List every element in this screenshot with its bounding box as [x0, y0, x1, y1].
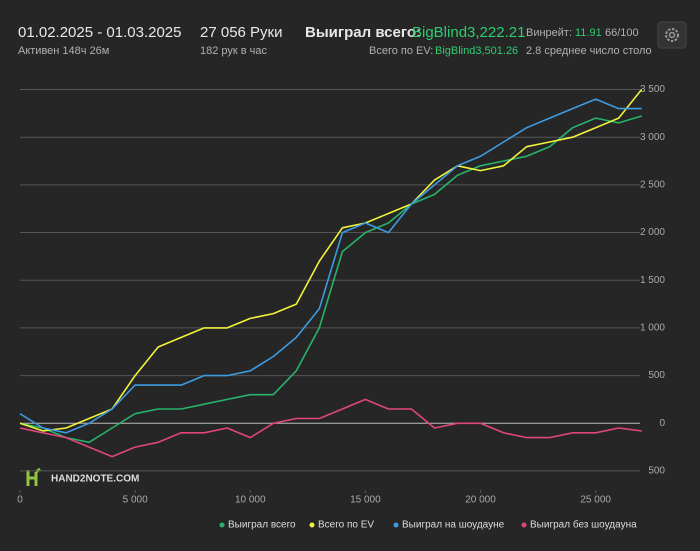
active-time: Активен 148ч 26м — [18, 45, 109, 57]
hands-rate: 182 рук в час — [200, 45, 268, 57]
y-tick-label: 2 000 — [640, 227, 665, 238]
won-label: Выиграл всего: — [305, 24, 421, 41]
won-value: BigBlind3,222.21 — [412, 24, 525, 41]
legend-marker — [219, 522, 225, 528]
x-tick-label: 10 000 — [235, 495, 266, 506]
legend-label: Выиграл без шоудауна — [530, 519, 637, 531]
logo: HAND2NOTE.COM — [26, 467, 139, 486]
legend-label: Всего по EV — [318, 520, 374, 531]
x-tick-label: 15 000 — [350, 495, 381, 506]
x-tick-label: 5 000 — [123, 495, 148, 506]
series-line — [19, 88, 643, 432]
legend-marker — [309, 522, 315, 528]
legend-label: Выиграл всего — [228, 520, 296, 531]
legend-marker — [521, 522, 527, 528]
series-line — [19, 398, 642, 458]
series-line — [19, 98, 642, 434]
y-tick-label: 500 — [648, 466, 665, 477]
hands: 27 056 Руки — [200, 24, 283, 41]
settings-button[interactable] — [657, 21, 687, 49]
legend-marker — [393, 522, 399, 528]
logo-text: HAND2NOTE.COM — [51, 474, 139, 485]
tables: 2.8 среднее число столо — [526, 45, 652, 57]
period: 01.02.2025 - 01.03.2025 — [18, 24, 181, 41]
ev-label: Всего по EV: — [369, 45, 433, 57]
x-tick-label: 0 — [17, 495, 23, 506]
y-tick-label: 2 500 — [640, 180, 665, 191]
y-tick-label: 1 000 — [640, 323, 665, 334]
x-tick-label: 25 000 — [580, 495, 611, 506]
ev-value: BigBlind3,501.26 — [435, 45, 518, 57]
y-tick-label: 500 — [648, 370, 665, 381]
winrate-label: Винрейт: — [526, 27, 572, 39]
y-tick-label: 0 — [659, 418, 665, 429]
series-line — [19, 115, 642, 444]
legend-label: Выиграл на шоудауне — [402, 520, 505, 531]
y-tick-label: 1 500 — [640, 275, 665, 286]
x-tick-label: 20 000 — [465, 495, 496, 506]
winrate-score: 66/100 — [605, 27, 639, 39]
y-tick-label: 3 000 — [640, 132, 665, 143]
y-tick-label: 3 500 — [640, 84, 665, 95]
winrate-value: 11.91 — [575, 27, 602, 39]
